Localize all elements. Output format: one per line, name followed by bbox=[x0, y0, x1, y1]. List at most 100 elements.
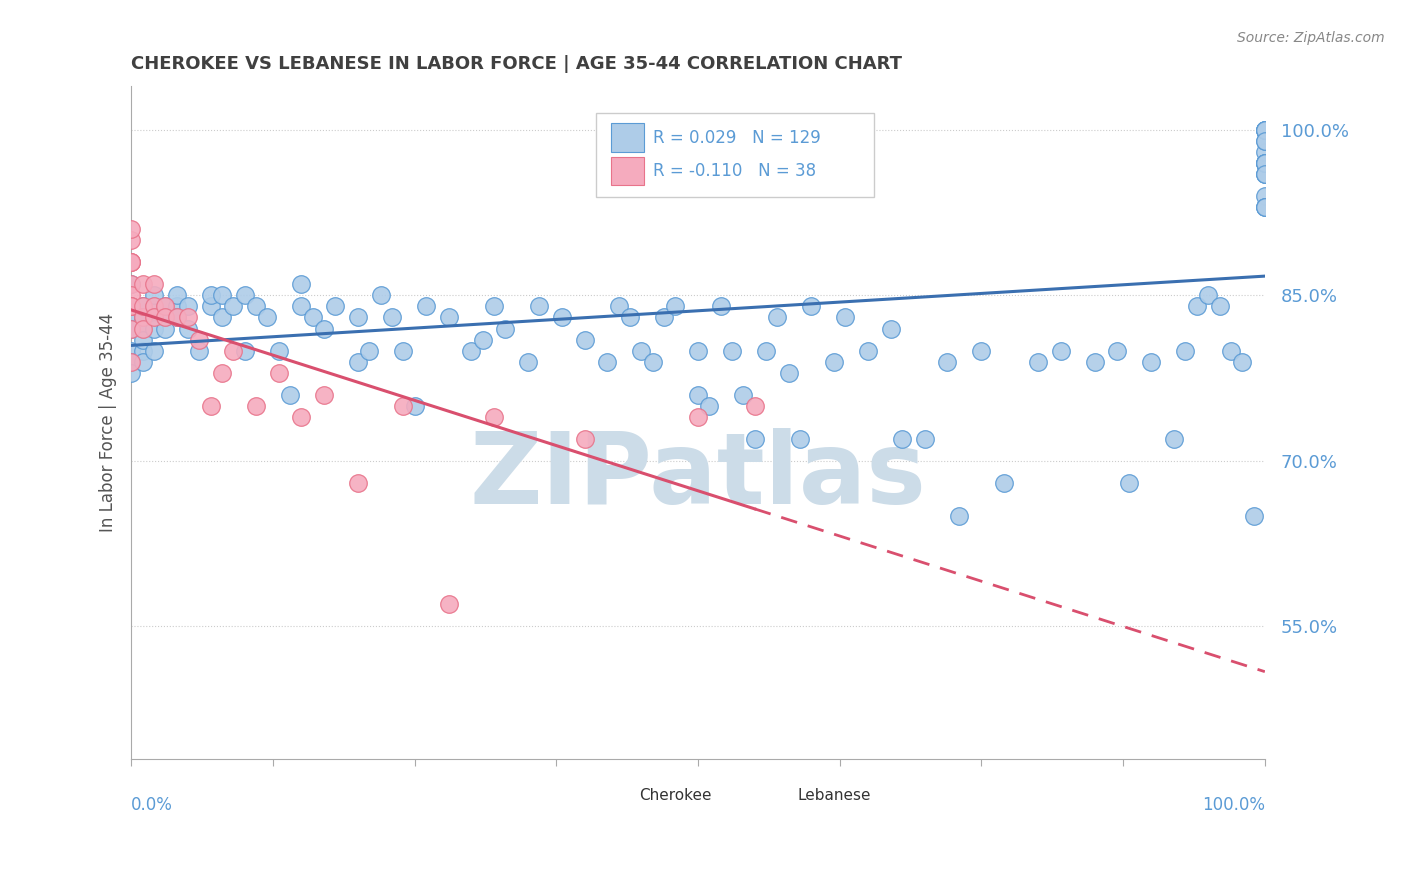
Point bbox=[120, 277, 142, 292]
Point bbox=[188, 333, 211, 347]
Point bbox=[392, 399, 415, 413]
Point bbox=[120, 233, 142, 247]
Point bbox=[359, 343, 381, 358]
FancyBboxPatch shape bbox=[596, 112, 873, 197]
Point bbox=[301, 310, 323, 325]
Text: 0.0%: 0.0% bbox=[131, 796, 173, 814]
Point bbox=[1107, 343, 1129, 358]
Point bbox=[993, 475, 1015, 490]
Point bbox=[1254, 123, 1277, 137]
Point bbox=[1254, 156, 1277, 170]
Point bbox=[120, 321, 142, 335]
Point bbox=[177, 321, 200, 335]
Point bbox=[155, 300, 177, 314]
Point bbox=[630, 343, 652, 358]
Point bbox=[699, 399, 721, 413]
Point bbox=[1254, 134, 1277, 148]
Point bbox=[574, 333, 596, 347]
Point bbox=[155, 321, 177, 335]
Point bbox=[120, 222, 142, 236]
Point bbox=[278, 388, 301, 402]
Point bbox=[347, 310, 370, 325]
Point bbox=[1254, 123, 1277, 137]
Point bbox=[155, 310, 177, 325]
Point bbox=[1254, 200, 1277, 214]
Point bbox=[891, 432, 914, 446]
Point bbox=[120, 354, 142, 368]
Point bbox=[370, 288, 392, 302]
Point bbox=[1254, 167, 1277, 181]
Point bbox=[131, 321, 153, 335]
Point bbox=[131, 310, 153, 325]
Point bbox=[211, 310, 233, 325]
Point bbox=[142, 343, 165, 358]
Point bbox=[710, 300, 733, 314]
Point bbox=[607, 300, 630, 314]
Text: R = 0.029   N = 129: R = 0.029 N = 129 bbox=[652, 128, 821, 146]
Point bbox=[120, 343, 142, 358]
Y-axis label: In Labor Force | Age 35-44: In Labor Force | Age 35-44 bbox=[100, 313, 117, 532]
Point bbox=[1254, 156, 1277, 170]
Point bbox=[778, 366, 800, 380]
Point bbox=[1254, 156, 1277, 170]
Point bbox=[970, 343, 993, 358]
Point bbox=[290, 300, 312, 314]
Point bbox=[1254, 167, 1277, 181]
Point bbox=[1219, 343, 1241, 358]
Point bbox=[290, 277, 312, 292]
FancyBboxPatch shape bbox=[599, 784, 633, 807]
Point bbox=[1026, 354, 1049, 368]
Point bbox=[755, 343, 778, 358]
Point bbox=[120, 354, 142, 368]
Point bbox=[1185, 300, 1208, 314]
Point bbox=[686, 343, 709, 358]
Point bbox=[177, 300, 200, 314]
Point bbox=[652, 310, 675, 325]
Point bbox=[482, 409, 505, 424]
Point bbox=[415, 300, 437, 314]
Point bbox=[120, 366, 142, 380]
Point bbox=[1243, 509, 1265, 524]
Point bbox=[142, 321, 165, 335]
Point bbox=[529, 300, 551, 314]
Point bbox=[166, 300, 188, 314]
Point bbox=[256, 310, 278, 325]
Point bbox=[551, 310, 574, 325]
Point bbox=[211, 366, 233, 380]
Point bbox=[142, 300, 165, 314]
Point bbox=[948, 509, 970, 524]
Point bbox=[574, 432, 596, 446]
Point bbox=[142, 310, 165, 325]
Point bbox=[142, 300, 165, 314]
Point bbox=[1254, 156, 1277, 170]
Point bbox=[381, 310, 404, 325]
Point bbox=[1174, 343, 1197, 358]
Point bbox=[880, 321, 903, 335]
Point bbox=[120, 255, 142, 269]
Point bbox=[1254, 167, 1277, 181]
Point bbox=[120, 300, 142, 314]
Point bbox=[596, 354, 619, 368]
Point bbox=[131, 277, 153, 292]
Point bbox=[721, 343, 744, 358]
Point bbox=[744, 399, 766, 413]
Point bbox=[936, 354, 959, 368]
Text: Source: ZipAtlas.com: Source: ZipAtlas.com bbox=[1237, 31, 1385, 45]
Point bbox=[1254, 200, 1277, 214]
Point bbox=[120, 255, 142, 269]
Text: Cherokee: Cherokee bbox=[640, 789, 711, 804]
Point bbox=[131, 300, 153, 314]
Point bbox=[789, 432, 811, 446]
Point bbox=[155, 310, 177, 325]
Point bbox=[233, 343, 256, 358]
Point bbox=[312, 388, 335, 402]
Point bbox=[1230, 354, 1253, 368]
Point bbox=[120, 321, 142, 335]
Point bbox=[120, 300, 142, 314]
Point bbox=[290, 409, 312, 424]
Point bbox=[1049, 343, 1071, 358]
Point bbox=[131, 310, 153, 325]
Point bbox=[1208, 300, 1230, 314]
Point bbox=[131, 343, 153, 358]
Point bbox=[494, 321, 516, 335]
